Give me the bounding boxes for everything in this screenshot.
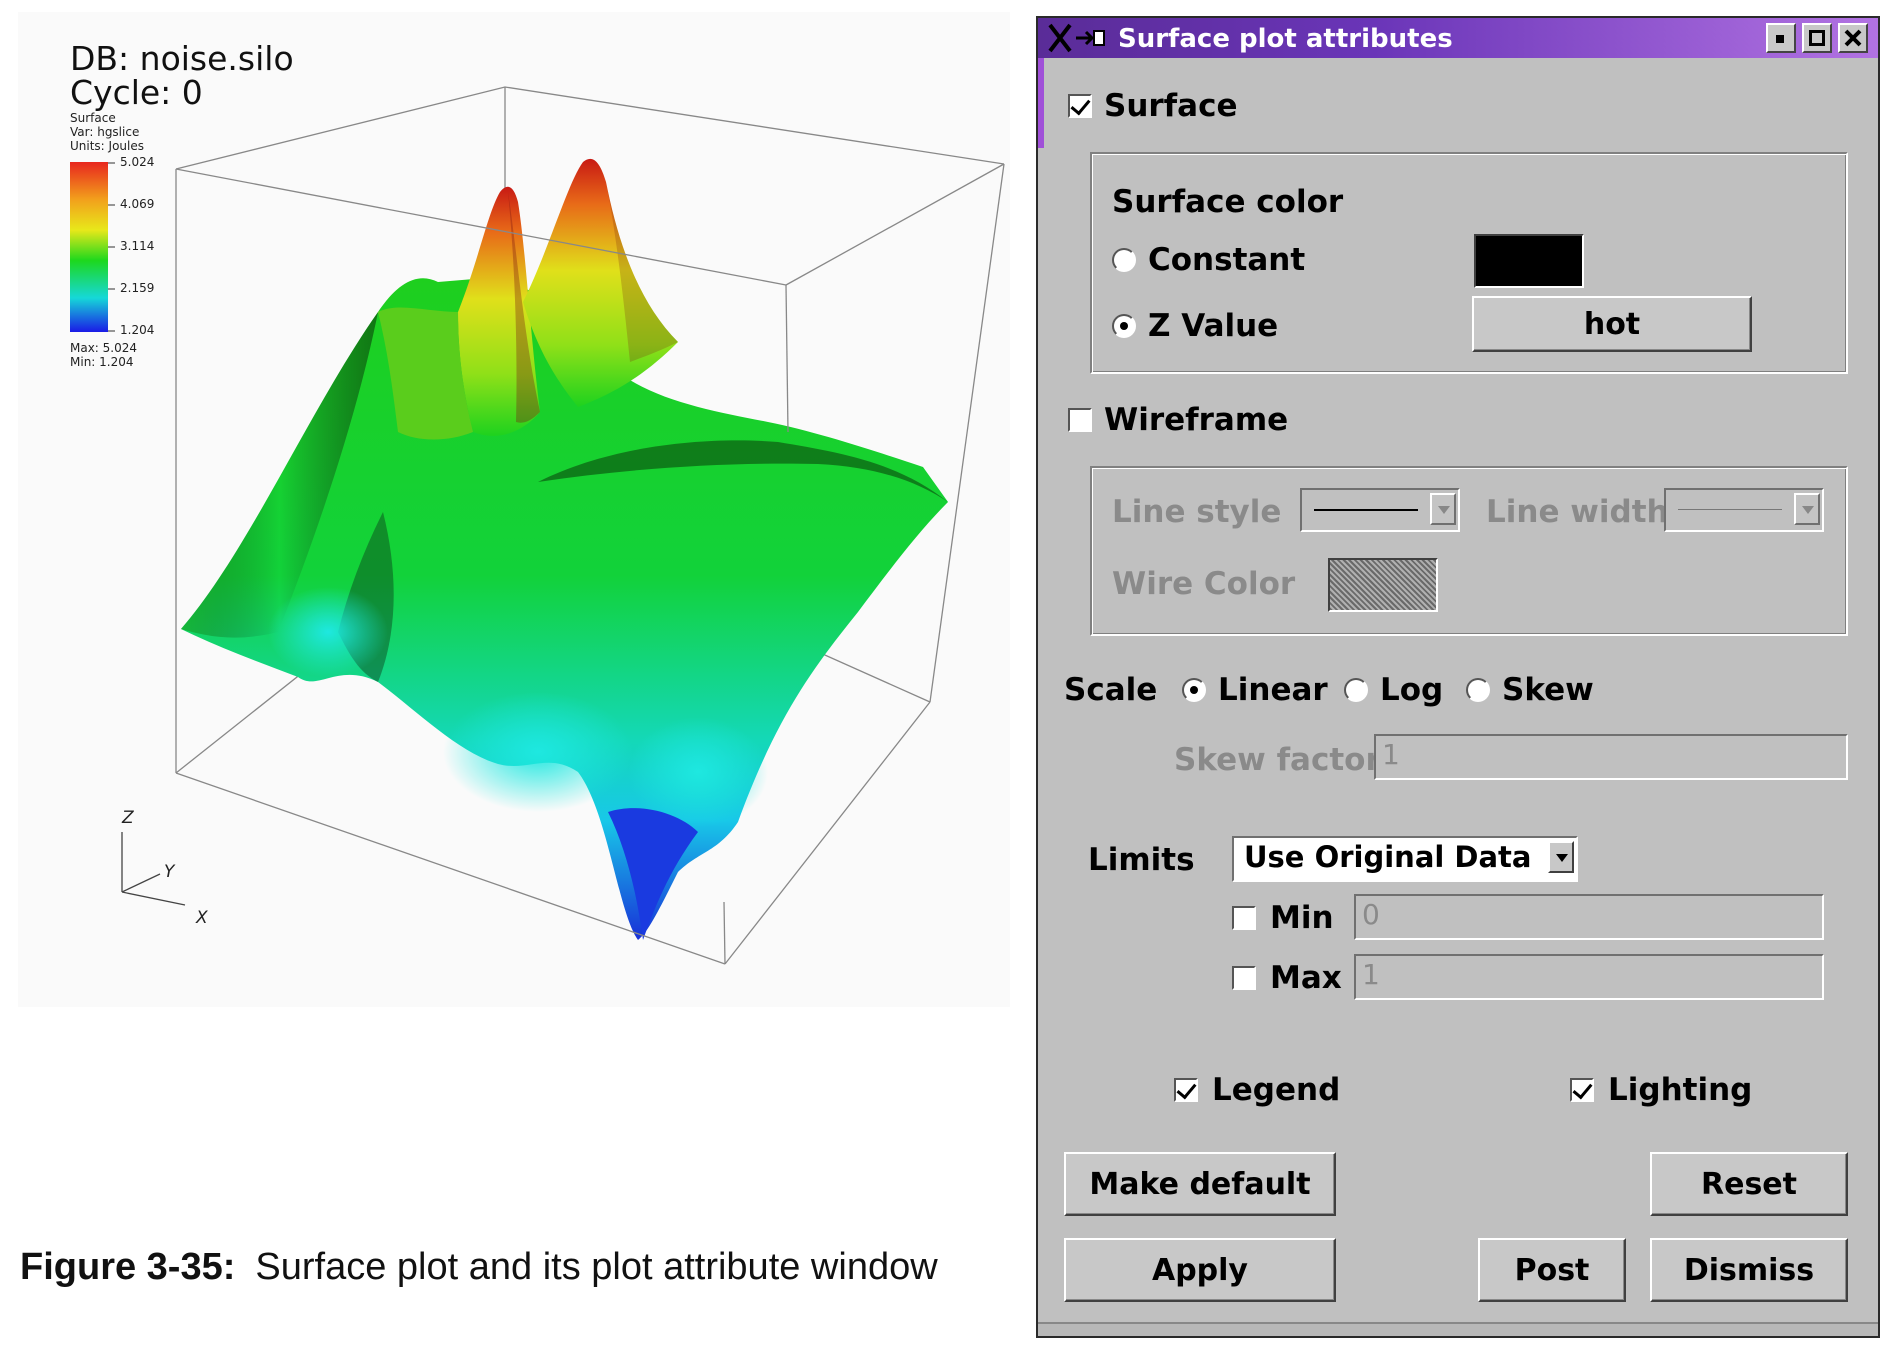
reset-button[interactable]: Reset [1650, 1152, 1848, 1216]
legend-var: Var: hgslice [70, 125, 140, 139]
axis-triad [121, 832, 186, 906]
scale-linear-radio[interactable] [1182, 678, 1206, 702]
figure-caption-text: Surface plot and its plot attribute wind… [255, 1246, 938, 1288]
window-bottom-edge [1038, 1322, 1878, 1336]
surface-color-group [1090, 152, 1848, 374]
axis-label-y: Y [164, 862, 175, 882]
line-width-preview [1678, 509, 1782, 510]
skew-factor-label: Skew factor [1174, 742, 1381, 778]
surface-valley-left [268, 587, 388, 677]
limits-label: Limits [1088, 842, 1195, 878]
legend-tick: 3.114 [120, 239, 155, 253]
legend-tick: 1.204 [120, 323, 155, 337]
wireframe-group [1090, 466, 1848, 636]
chevron-down-icon [1430, 493, 1456, 525]
bounding-box-front [175, 163, 1005, 965]
scale-skew-label: Skew [1502, 672, 1594, 708]
line-style-preview [1314, 509, 1418, 511]
lighting-label: Lighting [1608, 1072, 1753, 1108]
surface-back-shelf [378, 307, 473, 440]
min-label: Min [1270, 900, 1334, 936]
wireframe-checkbox[interactable] [1068, 408, 1092, 432]
legend-checkbox[interactable] [1174, 1078, 1198, 1102]
scale-label: Scale [1064, 672, 1158, 708]
max-checkbox[interactable] [1232, 966, 1256, 990]
legend-units: Units: Joules [70, 139, 144, 153]
close-button[interactable] [1838, 23, 1868, 53]
cycle-label: Cycle: 0 [70, 73, 203, 112]
post-button[interactable]: Post [1478, 1238, 1626, 1302]
axis-label-z: Z [122, 808, 134, 828]
figure-caption: Figure 3-35: Surface plot and its plot at… [20, 1246, 938, 1289]
zvalue-radio[interactable] [1112, 314, 1136, 338]
skew-factor-field[interactable]: 1 [1374, 734, 1848, 780]
scale-linear-label: Linear [1218, 672, 1328, 708]
legend-ticks [108, 162, 115, 332]
legend-min: Min: 1.204 [70, 355, 134, 369]
legend-plot-name: Surface [70, 111, 116, 125]
window-left-edge [1038, 58, 1044, 148]
zvalue-label: Z Value [1148, 308, 1279, 344]
chevron-down-icon [1548, 841, 1574, 873]
surface-valley-right [628, 717, 768, 827]
minimize-button[interactable] [1766, 23, 1796, 53]
surface-ridge-shadow [538, 440, 948, 502]
render-window[interactable]: DB: noise.silo Cycle: 0 Surface Var: hgs… [18, 12, 1010, 1007]
max-label: Max [1270, 960, 1342, 996]
surface-valley-center [443, 692, 633, 812]
surface-plot-canvas [70, 86, 1005, 965]
scale-log-label: Log [1380, 672, 1444, 708]
surface-peak-left-shade [508, 192, 540, 423]
dismiss-button[interactable]: Dismiss [1650, 1238, 1848, 1302]
line-style-label: Line style [1112, 494, 1282, 530]
min-checkbox[interactable] [1232, 906, 1256, 930]
surface-minimum-well [608, 808, 698, 940]
surface-label: Surface [1104, 88, 1238, 124]
surface-peak-right-shade [606, 182, 678, 362]
legend-max: Max: 5.024 [70, 341, 138, 355]
axis-label-x: X [196, 908, 208, 928]
wire-color-label: Wire Color [1112, 566, 1296, 602]
wire-color-swatch[interactable] [1328, 558, 1438, 612]
db-label: DB: noise.silo [70, 39, 294, 78]
minimize-icon [1776, 35, 1784, 43]
wireframe-label: Wireframe [1104, 402, 1289, 438]
surface-peak-left [458, 186, 540, 436]
maximize-button[interactable] [1802, 23, 1832, 53]
color-table-button[interactable]: hot [1472, 296, 1752, 352]
close-icon [1844, 29, 1862, 47]
line-width-select[interactable] [1664, 488, 1824, 532]
legend-color-bar [70, 162, 108, 332]
min-field[interactable]: 0 [1354, 894, 1824, 940]
limits-mode-value: Use Original Data [1244, 840, 1532, 874]
make-default-button[interactable]: Make default [1064, 1152, 1336, 1216]
line-width-label: Line width [1486, 494, 1669, 530]
limits-mode-select[interactable]: Use Original Data [1232, 836, 1578, 882]
maximize-icon [1809, 30, 1825, 46]
chevron-down-icon [1794, 493, 1820, 525]
scale-log-radio[interactable] [1344, 678, 1368, 702]
surface-checkbox[interactable] [1068, 94, 1092, 118]
apply-button[interactable]: Apply [1064, 1238, 1336, 1302]
legend-tick: 5.024 [120, 155, 155, 169]
scale-skew-radio[interactable] [1466, 678, 1490, 702]
legend-tick: 2.159 [120, 281, 155, 295]
max-field[interactable]: 1 [1354, 954, 1824, 1000]
lighting-checkbox[interactable] [1570, 1078, 1594, 1102]
title-bar[interactable]: Surface plot attributes [1038, 18, 1878, 58]
surface-peak-right [523, 158, 678, 407]
x-window-icon[interactable] [1046, 21, 1110, 55]
window-title: Surface plot attributes [1118, 24, 1453, 54]
legend-tick: 4.069 [120, 197, 155, 211]
constant-radio[interactable] [1112, 248, 1136, 272]
surface-plot-attributes-window: Surface plot attributes Surface Surface … [1036, 16, 1880, 1338]
legend-label: Legend [1212, 1072, 1341, 1108]
figure-number: Figure 3-35: [20, 1246, 236, 1288]
line-style-select[interactable] [1300, 488, 1460, 532]
constant-color-swatch[interactable] [1474, 234, 1584, 288]
constant-label: Constant [1148, 242, 1306, 278]
surface-color-heading: Surface color [1112, 184, 1344, 220]
surface-left-shade [181, 312, 378, 638]
